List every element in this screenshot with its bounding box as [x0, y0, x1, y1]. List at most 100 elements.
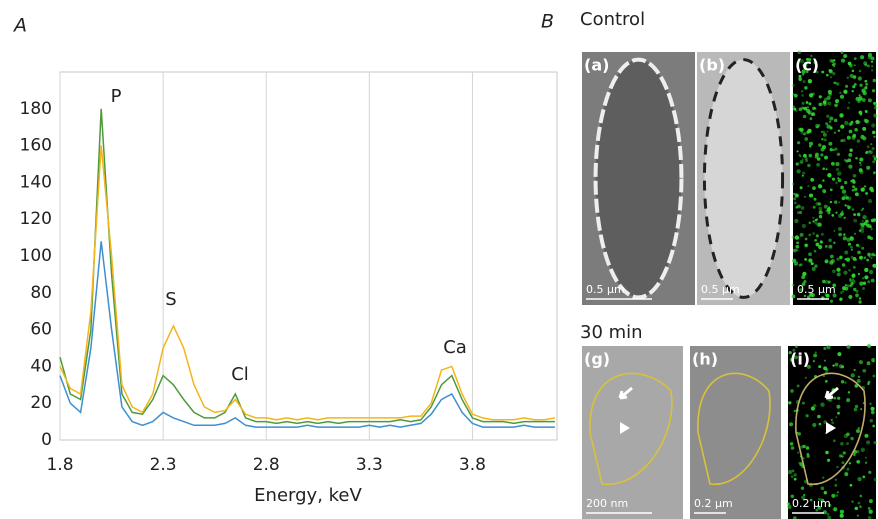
signal-dot [822, 132, 827, 137]
signal-dot [852, 133, 857, 138]
signal-dot [833, 81, 837, 85]
signal-dot [872, 130, 876, 135]
signal-dot [862, 215, 867, 220]
signal-dot [818, 206, 823, 211]
signal-dot [829, 188, 833, 192]
signal-dot [836, 272, 841, 277]
signal-dot [844, 284, 847, 287]
panel-label: A [12, 15, 27, 37]
signal-dot [815, 234, 819, 238]
signal-dot [823, 491, 827, 495]
signal-dot [867, 98, 872, 103]
signal-dot [851, 273, 856, 278]
signal-dot [818, 365, 822, 369]
signal-dot [844, 381, 847, 384]
signal-dot [801, 223, 806, 229]
signal-dot [824, 379, 828, 383]
signal-dot [859, 161, 862, 164]
signal-dot [802, 444, 806, 449]
signal-dot [795, 205, 799, 209]
signal-dot [847, 158, 852, 163]
signal-dot [827, 211, 831, 215]
panel-label: B [541, 11, 554, 33]
signal-dot [810, 54, 813, 58]
signal-dot [851, 208, 855, 211]
signal-dot [808, 193, 814, 198]
signal-dot [836, 267, 841, 272]
signal-dot [808, 221, 812, 225]
signal-dot [809, 292, 814, 297]
signal-dot [829, 200, 833, 204]
signal-dot [792, 348, 796, 352]
signal-dot [870, 406, 875, 411]
signal-dot [829, 148, 833, 152]
signal-dot [829, 116, 834, 121]
signal-dot [864, 456, 868, 459]
scale-label: 0.2 µm [792, 497, 831, 510]
signal-dot [854, 384, 859, 388]
signal-dot [801, 101, 805, 105]
signal-dot [808, 59, 811, 62]
signal-dot [859, 222, 863, 226]
signal-dot [867, 507, 871, 510]
signal-dot [847, 242, 852, 246]
x-tick-label: 1.8 [46, 455, 73, 475]
signal-dot [839, 509, 844, 514]
signal-dot [828, 503, 832, 507]
scale-label: 0.5 µm [586, 283, 625, 296]
signal-dot [873, 105, 878, 110]
signal-dot [796, 204, 801, 209]
signal-dot [841, 196, 846, 201]
signal-dot [857, 375, 861, 379]
signal-dot [795, 162, 799, 166]
x-axis-label: Energy, keV [254, 485, 362, 506]
signal-dot [846, 467, 850, 471]
signal-dot [807, 163, 811, 168]
signal-dot [864, 63, 868, 67]
signal-dot [804, 156, 808, 161]
signal-dot [849, 236, 854, 241]
signal-dot [845, 257, 851, 262]
signal-dot [870, 69, 874, 72]
signal-dot [793, 409, 796, 413]
signal-dot [842, 138, 846, 143]
signal-dot [860, 408, 863, 411]
signal-dot [859, 113, 863, 116]
signal-dot [864, 434, 868, 438]
signal-dot [867, 235, 871, 239]
signal-dot [856, 139, 861, 143]
signal-dot [798, 74, 802, 78]
signal-dot [804, 243, 809, 248]
signal-dot [838, 201, 841, 204]
signal-dot [862, 287, 865, 290]
signal-dot [844, 258, 847, 261]
signal-dot [848, 152, 853, 157]
arrow [824, 386, 839, 400]
cell [702, 58, 785, 299]
signal-dot [815, 202, 819, 206]
spectrum-line [59, 241, 555, 428]
signal-dot [814, 154, 819, 159]
signal-dot [841, 290, 845, 293]
signal-dot [864, 119, 869, 124]
signal-dot [846, 432, 850, 436]
y-tick-label: 0 [41, 430, 52, 450]
signal-dot [817, 497, 821, 501]
signal-dot [834, 483, 838, 487]
scale-label: 0.5 µm [797, 283, 836, 296]
signal-dot [803, 280, 807, 283]
scale-label: 200 nm [586, 497, 628, 510]
signal-dot [845, 84, 849, 88]
signal-dot [821, 70, 825, 74]
signal-dot [856, 429, 860, 434]
signal-dot [821, 137, 824, 141]
signal-dot [822, 130, 826, 134]
signal-dot [858, 168, 863, 173]
signal-dot [869, 418, 874, 423]
signal-dot [800, 445, 804, 449]
signal-dot [796, 62, 799, 65]
signal-dot [844, 180, 848, 185]
signal-dot [806, 130, 810, 134]
signal-dot [801, 495, 806, 500]
signal-dot [866, 64, 870, 68]
